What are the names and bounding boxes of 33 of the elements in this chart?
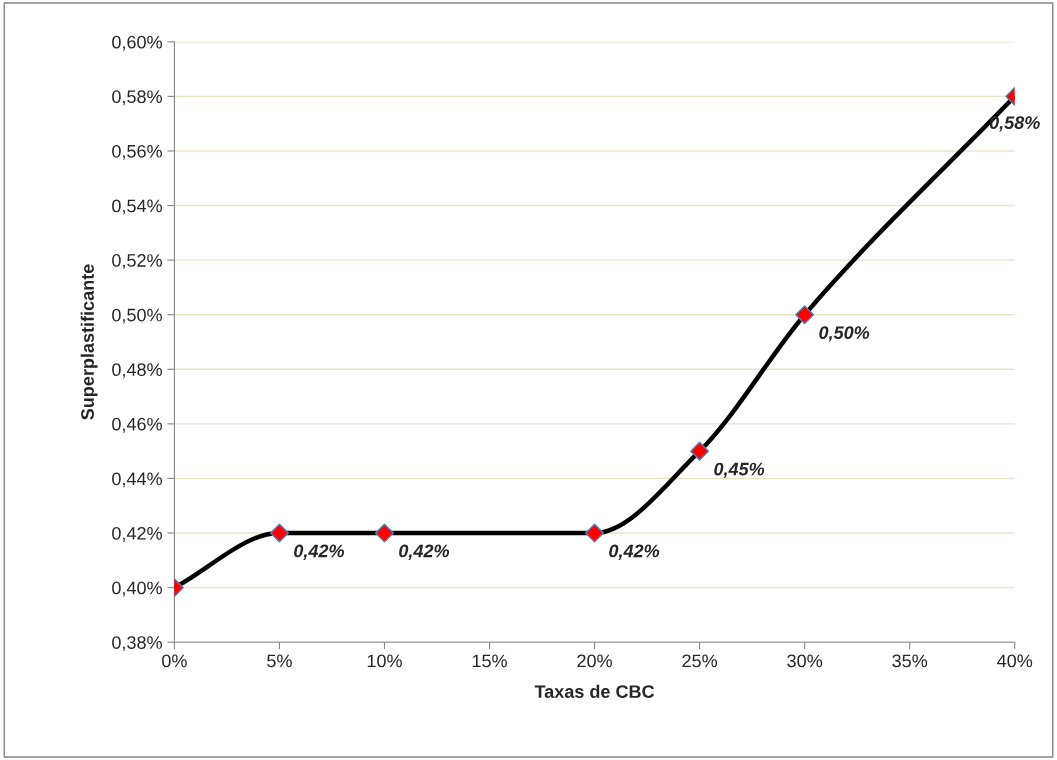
y-tick-label: 0,42% [112,526,162,542]
y-tick-label: 0,46% [112,417,162,433]
x-tick-label: 25% [682,654,718,668]
x-axis-title: Taxas de CBC [534,684,655,698]
data-label: 0,42% [399,544,450,560]
y-tick-label: 0,56% [112,144,162,160]
y-tick-label: 0,58% [112,90,162,106]
y-tick-label: 0,52% [112,254,162,269]
data-label: 0,58% [989,116,1040,132]
point [690,441,710,461]
x-tick-label: 30% [787,654,823,668]
y-tick-label: 0,44% [112,472,162,488]
data-label: 0,42% [609,544,660,560]
y-tick-label: 0,54% [112,199,162,215]
x-tick-label: 20% [577,654,612,668]
y-tick-label: 0,38% [112,636,162,652]
x-tick-label: 35% [892,654,928,668]
x-tick-label: 10% [367,654,402,668]
data-label: 0,50% [819,326,870,342]
x-tick-label: 15% [472,654,507,668]
point [795,305,815,325]
y-tick-label: 0,60% [112,35,162,51]
y-axis-title: Superplastificante [80,264,98,420]
point [374,523,395,543]
data-label: 0,42% [294,544,345,560]
point [585,523,605,543]
y-tick-label: 0,50% [112,308,162,324]
x-tick-label: 5% [267,654,292,668]
x-tick-label: 0% [162,654,187,668]
y-tick-label: 0,40% [112,581,162,597]
data-label: 0,45% [714,462,765,479]
y-tick-label: 0,48% [112,363,162,379]
x-tick-label: 40% [997,654,1033,668]
